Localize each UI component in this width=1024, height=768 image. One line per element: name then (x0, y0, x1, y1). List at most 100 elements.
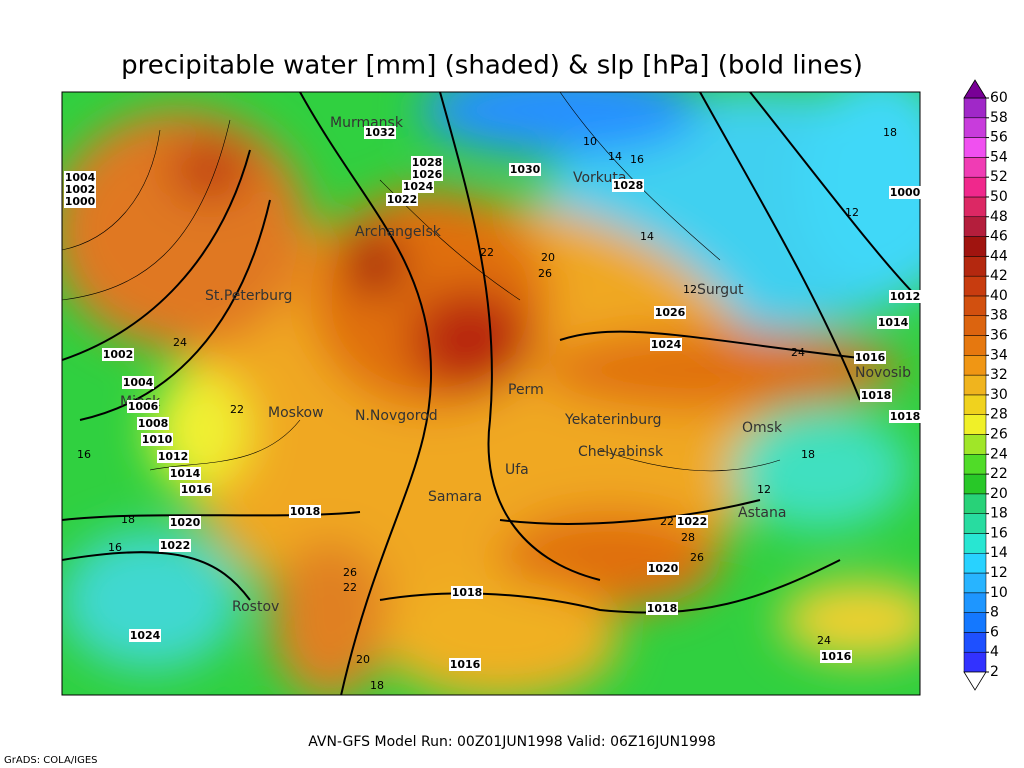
colorbar-label: 52 (990, 169, 1008, 185)
pressure-label: 1018 (452, 586, 483, 599)
colorbar-label: 12 (990, 565, 1008, 581)
label-box (654, 306, 686, 319)
pw-label: 16 (630, 153, 644, 166)
pw-label: 12 (683, 283, 697, 296)
pw-label: 22 (343, 581, 357, 594)
colorbar-label: 38 (990, 308, 1008, 324)
colorbar-label: 54 (990, 149, 1008, 165)
colorbar-band (963, 137, 987, 158)
city-label: Samara (428, 489, 482, 505)
colorbar-label: 36 (990, 328, 1008, 344)
pressure-label: 1004 (65, 171, 96, 184)
city-label: Rostov (232, 599, 279, 615)
colorbar-band (963, 216, 987, 237)
label-box (860, 389, 892, 402)
colorbar-band (963, 434, 987, 455)
colorbar-label: 34 (990, 347, 1008, 363)
colorbar-band (963, 295, 987, 316)
pressure-label: 1006 (128, 400, 159, 413)
colorbar-label: 44 (990, 248, 1008, 264)
colorbar-label: 42 (990, 268, 1008, 284)
pressure-label: 1022 (160, 539, 191, 552)
label-box (650, 338, 682, 351)
colorbar-label: 30 (990, 387, 1008, 403)
city-label: Surgut (697, 282, 744, 298)
colorbar-band (963, 632, 987, 653)
label-box (157, 450, 189, 463)
label-box (854, 351, 886, 364)
colorbar-band (963, 176, 987, 198)
colorbar-label: 16 (990, 525, 1008, 541)
pressure-label: 1022 (387, 193, 418, 206)
pw-label: 20 (541, 251, 555, 264)
label-box (386, 193, 418, 206)
colorbar-band (963, 454, 987, 475)
colorbar-band (963, 315, 987, 336)
colorbar-label: 40 (990, 288, 1008, 304)
colorbar-label: 26 (990, 426, 1008, 442)
label-box (509, 163, 541, 176)
colorbar-label: 24 (990, 446, 1008, 462)
pressure-label: 1002 (103, 348, 134, 361)
pw-label: 26 (690, 551, 704, 564)
label-box (141, 433, 173, 446)
pressure-label: 1016 (855, 351, 886, 364)
city-label: Novosib (855, 365, 911, 381)
city-label: St.Peterburg (205, 288, 292, 304)
colorbar-band (963, 572, 987, 594)
colorbar-band (963, 533, 987, 554)
city-label: Yekaterinburg (564, 412, 662, 428)
pw-label: 14 (640, 230, 654, 243)
pw-label: 12 (757, 483, 771, 496)
pw-label: 24 (817, 634, 831, 647)
pressure-label: 1010 (142, 433, 173, 446)
pressure-label: 1014 (878, 316, 909, 329)
pressure-label: 1024 (651, 338, 682, 351)
colorbar-band (963, 196, 987, 218)
label-box (122, 376, 154, 389)
pressure-label: 1004 (123, 376, 154, 389)
pw-label: 24 (791, 346, 805, 359)
label-box (411, 156, 443, 169)
footer-run: AVN-GFS Model Run: 00Z01JUN1998 Valid: 0… (308, 734, 716, 750)
city-label: Perm (508, 382, 544, 398)
colorbar-band (963, 612, 987, 633)
label-box (64, 195, 96, 208)
title: precipitable water [mm] (shaded) & slp [… (121, 51, 863, 81)
colorbar-label: 8 (990, 605, 999, 621)
label-box (411, 168, 443, 181)
colorbar-label: 46 (990, 229, 1008, 245)
credit: GrADS: COLA/IGES (4, 755, 98, 766)
colorbar-band (963, 355, 987, 376)
colorbar-band (963, 275, 987, 297)
label-box (889, 290, 921, 303)
pressure-label: 1000 (890, 186, 921, 199)
pressure-label: 1018 (647, 602, 678, 615)
colorbar-band (963, 117, 987, 138)
label-box (820, 650, 852, 663)
colorbar-label: 32 (990, 367, 1008, 383)
colorbar-band (963, 414, 987, 435)
colorbar-label: 14 (990, 545, 1008, 561)
pressure-label: 1028 (613, 179, 644, 192)
label-box (612, 179, 644, 192)
pressure-label: 1018 (890, 410, 921, 423)
label-box (402, 180, 434, 193)
pw-label: 22 (480, 246, 494, 259)
pressure-label: 1012 (890, 290, 921, 303)
city-label: N.Novgorod (355, 408, 438, 424)
pressure-label: 1020 (170, 516, 201, 529)
pw-label: 14 (608, 150, 622, 163)
pressure-label: 1018 (290, 505, 321, 518)
colorbar-label: 60 (990, 90, 1008, 106)
pw-label: 26 (538, 267, 552, 280)
colorbar-band (963, 513, 987, 534)
label-box (180, 483, 212, 496)
colorbar-label: 18 (990, 506, 1008, 522)
pressure-label: 1000 (65, 195, 96, 208)
city-label: Moskow (268, 405, 324, 421)
colorbar-triangle-high (963, 79, 987, 99)
label-box (364, 126, 396, 139)
